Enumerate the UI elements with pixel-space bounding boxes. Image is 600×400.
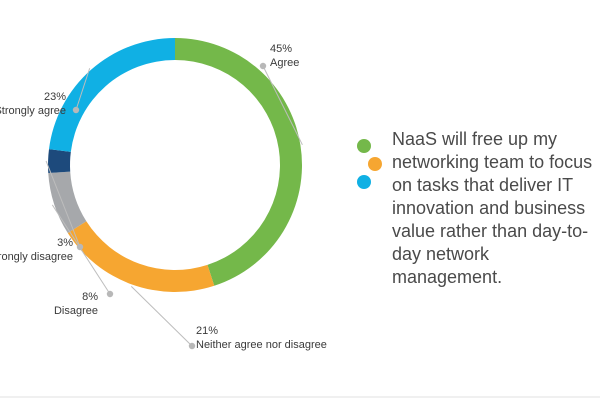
leader-dot-strongly-disagree <box>76 243 84 251</box>
survey-statement: NaaS will free up my networking team to … <box>392 129 593 287</box>
leader-dot-disagree <box>106 290 114 298</box>
bottom-divider <box>0 396 600 398</box>
leader-dot-strongly-agree <box>72 106 80 114</box>
slice-strongly-agree <box>49 38 175 152</box>
category-label-strongly-agree: Strongly agree <box>0 105 66 117</box>
bullet-dots <box>357 139 382 189</box>
slice-strongly-disagree <box>48 149 71 173</box>
leader-line-agree <box>262 65 303 146</box>
category-label-strongly-disagree: Strongly disagree <box>0 251 73 263</box>
category-label-neither: Neither agree nor disagree <box>196 339 327 351</box>
leader-dot-agree <box>259 62 267 70</box>
percent-label-disagree: 8% <box>82 291 98 303</box>
slice-agree <box>175 38 303 286</box>
orange-dot-icon <box>368 157 382 171</box>
leader-line-strongly-disagree <box>45 160 81 248</box>
percent-label-agree: 45% <box>270 43 292 55</box>
slice-disagree <box>48 171 87 234</box>
category-label-disagree: Disagree <box>54 305 98 317</box>
green-dot-icon <box>357 139 371 153</box>
leader-line-strongly-agree <box>75 68 91 111</box>
leader-dot-neither <box>188 342 196 350</box>
blue-dot-icon <box>357 175 371 189</box>
leader-line-neither <box>130 286 193 347</box>
percent-label-neither: 21% <box>196 325 218 337</box>
percent-label-strongly-disagree: 3% <box>57 237 73 249</box>
percent-label-strongly-agree: 23% <box>44 91 66 103</box>
category-label-agree: Agree <box>270 57 299 69</box>
slice-neither <box>67 221 215 292</box>
